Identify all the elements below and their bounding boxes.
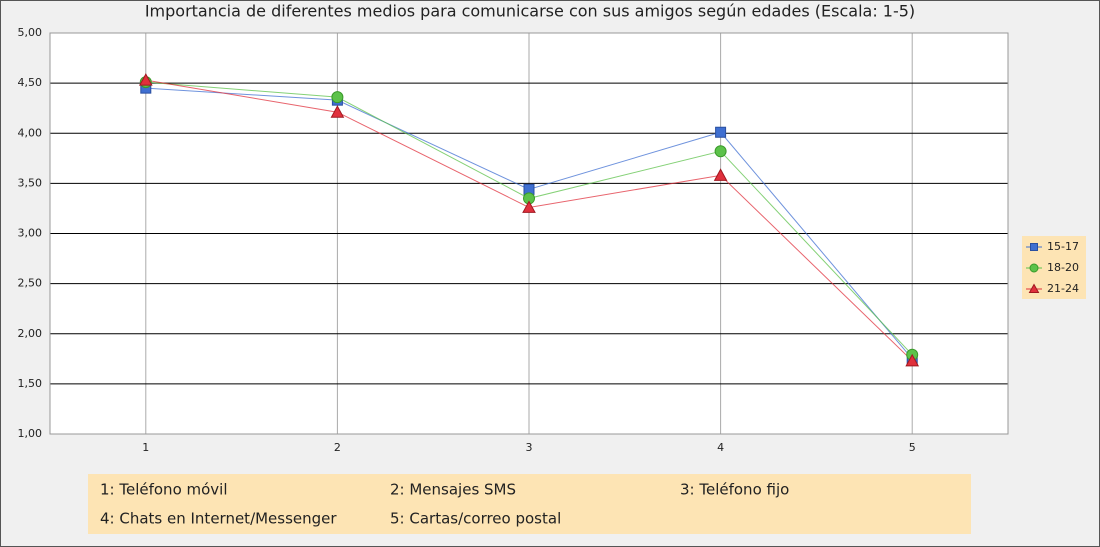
marker: [138, 73, 153, 86]
y-tick-label: 4,50: [18, 76, 43, 89]
category-key-label: 5: Cartas/correo postal: [390, 510, 561, 528]
x-tick-label: 5: [909, 441, 916, 454]
legend-label: 21-24: [1047, 282, 1079, 295]
x-tick-label: 1: [142, 441, 149, 454]
plot-border: [49, 32, 1009, 435]
x-tick-label: 2: [334, 441, 341, 454]
marker: [713, 168, 728, 181]
marker: [522, 200, 536, 213]
legend-label: 15-17: [1047, 240, 1079, 253]
y-tick-label: 2,50: [18, 277, 43, 290]
category-key-box: [88, 474, 971, 534]
y-tick-label: 3,00: [18, 227, 43, 240]
legend-label: 18-20: [1047, 261, 1079, 274]
category-key-label: 4: Chats en Internet/Messenger: [100, 510, 337, 528]
y-tick-label: 5,00: [18, 26, 43, 39]
category-key-label: 3: Teléfono fijo: [680, 481, 789, 499]
marker: [905, 353, 920, 367]
x-tick-label: 3: [526, 441, 533, 454]
y-tick-label: 4,00: [18, 126, 43, 139]
marker: [1029, 263, 1039, 273]
category-key-label: 1: Teléfono móvil: [100, 481, 228, 499]
chart-title: Importancia de diferentes medios para co…: [145, 2, 915, 21]
y-tick-label: 1,00: [18, 427, 43, 440]
x-tick-label: 4: [717, 441, 724, 454]
y-tick-label: 2,00: [18, 327, 43, 340]
y-tick-label: 3,50: [18, 176, 43, 189]
marker: [715, 126, 727, 138]
marker: [330, 105, 345, 118]
marker: [1028, 283, 1040, 293]
y-tick-label: 1,50: [18, 377, 43, 390]
marker: [714, 145, 727, 158]
marker: [1030, 243, 1038, 251]
marker: [331, 91, 344, 104]
category-key-label: 2: Mensajes SMS: [390, 481, 516, 499]
